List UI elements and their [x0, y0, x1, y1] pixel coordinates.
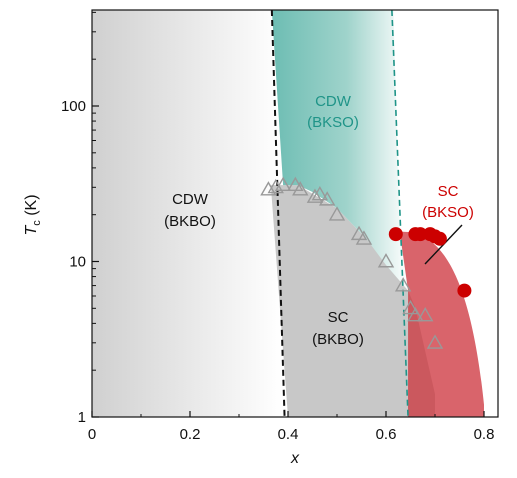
phase-regions — [92, 10, 484, 417]
region-label-cdw-bkso-line1: CDW — [315, 93, 352, 110]
open-triangle-marker — [355, 230, 373, 245]
open-triangle-marker — [426, 334, 444, 349]
open-triangle-marker — [416, 307, 434, 322]
open-triangle-marker — [260, 181, 277, 196]
region-label-sc-bkbo-line1: SC — [328, 309, 349, 326]
open-triangle-marker — [402, 299, 419, 315]
open-triangle-marker — [267, 178, 284, 194]
bkso-boundary-dashed — [391, 9, 409, 418]
open-triangle-marker — [318, 191, 336, 206]
open-triangle-marker — [394, 277, 412, 292]
y-axis-label-symbol: T — [23, 225, 40, 236]
region-sc-bkbo — [270, 185, 409, 417]
region-label-sc-bkso-line1: SC — [438, 183, 459, 200]
y-axis-label-unit: (K) — [23, 194, 40, 220]
filled-circle-marker — [457, 283, 472, 298]
x-tick-label: 0 — [88, 426, 96, 443]
x-tick-label: 0.8 — [474, 426, 495, 443]
y-tick-label: 100 — [61, 98, 86, 115]
open-triangle-marker — [311, 186, 329, 201]
x-tick-label: 0.4 — [278, 426, 299, 443]
phase-boundaries — [270, 9, 409, 418]
open-triangle-marker — [274, 176, 292, 192]
region-label-cdw-bkbo-line1: CDW — [172, 191, 209, 208]
y-axis-label: Tc (K) — [23, 194, 43, 235]
axis-ticks: 0 0.2 0.4 0.6 0.8 1 10 100 — [61, 11, 495, 443]
region-label-sc-bkbo-line2: (BKBO) — [312, 331, 364, 348]
region-cdw-bkbo — [92, 10, 282, 417]
open-triangle-marker — [407, 307, 424, 322]
open-triangle-marker — [292, 181, 309, 196]
data-markers — [260, 176, 472, 349]
region-label-cdw-bkbo-line2: (BKBO) — [164, 213, 216, 230]
x-tick-label: 0.6 — [376, 426, 397, 443]
open-triangle-marker — [306, 188, 324, 203]
x-axis-label: x — [290, 450, 300, 467]
plot-frame — [91, 9, 499, 418]
filled-circle-marker — [432, 231, 447, 246]
filled-circle-marker — [413, 227, 428, 242]
region-sc-bkso-overlap — [408, 290, 435, 417]
x-tick-label: 0.2 — [180, 426, 201, 443]
bkbo-boundary-dashed — [270, 9, 286, 418]
region-cdw-bkso — [271, 10, 409, 291]
y-axis-label-subscript: c — [31, 220, 43, 226]
region-label-sc-bkso-line2: (BKSO) — [422, 204, 474, 221]
open-triangle-marker — [328, 206, 346, 221]
open-triangle-marker — [377, 253, 395, 268]
y-tick-label: 10 — [69, 254, 86, 271]
region-label-cdw-bkso-line2: (BKSO) — [307, 114, 359, 131]
filled-circle-marker — [388, 227, 403, 242]
y-tick-label: 1 — [78, 409, 86, 426]
